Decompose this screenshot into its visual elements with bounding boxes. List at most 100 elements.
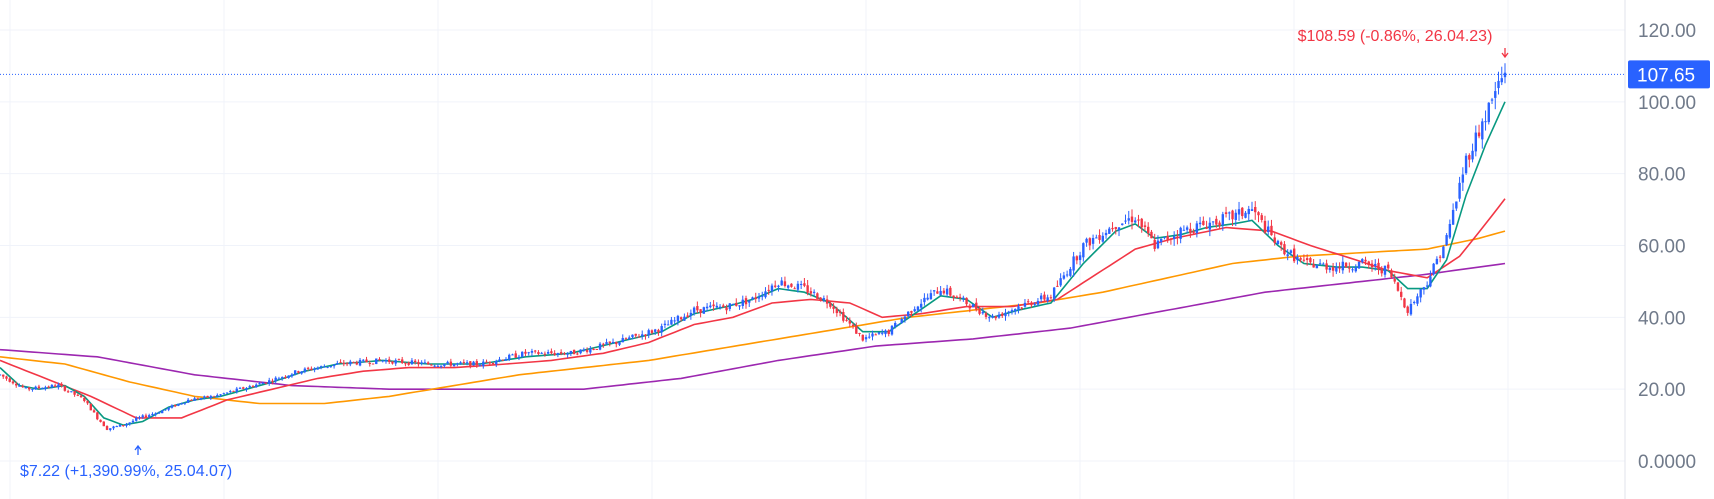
candle-body (1215, 218, 1218, 225)
ma-short-line (0, 101, 1506, 426)
candle-body (319, 366, 323, 368)
candle-body (1367, 261, 1370, 265)
candle-body (663, 323, 667, 326)
candle-body (1017, 306, 1020, 310)
candle-body (1198, 222, 1202, 225)
candle-body (1309, 258, 1312, 263)
candle-body (1481, 121, 1484, 140)
candle-body (842, 312, 845, 321)
candle-body (1305, 258, 1309, 261)
candle-body (1490, 99, 1494, 101)
candle-body (258, 383, 261, 385)
candle-body (1231, 210, 1234, 220)
candle-body (903, 316, 907, 320)
y-tick-label: 60.00 (1638, 237, 1686, 258)
candle-body (268, 380, 271, 384)
candle-body (459, 362, 462, 364)
candle-body (0, 374, 2, 376)
candle-body (1234, 212, 1237, 220)
candle-body (66, 391, 70, 393)
candle-body (261, 382, 264, 384)
candle-body (1419, 289, 1422, 298)
candle-body (1425, 285, 1429, 287)
candle-body (731, 304, 735, 306)
candle-body (352, 361, 355, 363)
candle-body (1468, 155, 1471, 160)
candle-body (1416, 296, 1419, 304)
candle-body (692, 307, 696, 313)
candle-body (60, 383, 63, 387)
candle-body (1228, 212, 1231, 214)
candle-body (1023, 302, 1027, 307)
candle-body (569, 350, 573, 354)
candle-body (1075, 256, 1079, 261)
candle-body (167, 407, 170, 410)
candle-body (413, 360, 417, 363)
candle-body (1052, 287, 1056, 299)
candle-body (1435, 258, 1439, 265)
current-price-tag (1628, 60, 1710, 89)
candle-body (722, 305, 725, 308)
candle-body (391, 361, 394, 364)
candle-body (5, 376, 8, 379)
candle-body (1270, 225, 1273, 236)
candle-body (251, 386, 255, 388)
candle-body (780, 280, 783, 286)
y-tick-label: 120.00 (1638, 21, 1696, 42)
candle-body (2, 374, 5, 377)
candle-body (439, 365, 443, 367)
high-arrow-icon (1501, 48, 1509, 59)
candle-body (592, 349, 595, 351)
candle-body (1062, 275, 1066, 279)
candle-body (313, 368, 316, 370)
candle-body (809, 291, 813, 294)
candle-body (975, 302, 978, 310)
candle-body (984, 313, 988, 317)
candle-body (1299, 258, 1302, 260)
candle-body (874, 334, 877, 336)
candle-body (1156, 240, 1160, 249)
candle-body (579, 349, 582, 354)
candle-body (1257, 212, 1260, 216)
candle-body (358, 359, 362, 366)
candle-body (1260, 215, 1263, 220)
candle-body (845, 319, 848, 321)
candle-body (598, 343, 602, 350)
candle-body (287, 375, 290, 378)
candle-body (135, 417, 138, 421)
candle-body (1471, 150, 1474, 160)
candle-body (109, 428, 112, 430)
candle-body (1409, 303, 1413, 315)
candle-body (582, 349, 586, 351)
candle-body (371, 363, 375, 365)
candle-body (1043, 294, 1046, 300)
candle-body (611, 341, 615, 343)
candle-body (1163, 237, 1166, 239)
candle-body (86, 400, 89, 404)
candle-body (157, 412, 161, 414)
candle-body (511, 354, 514, 356)
candle-body (1393, 279, 1396, 282)
candle-body (877, 332, 881, 334)
candle-body (1380, 268, 1383, 274)
candle-body (1387, 264, 1390, 269)
high-annotation: $108.59 (-0.86%, 26.04.23) (1298, 28, 1493, 45)
candle-body (916, 306, 920, 311)
candle-body (1390, 270, 1393, 278)
candle-body (15, 383, 18, 386)
candle-body (449, 361, 453, 366)
candle-body (660, 326, 663, 333)
candle-body (705, 306, 709, 309)
candle-body (24, 387, 28, 389)
price-axis[interactable]: 120.00 100.00 80.00 60.00 40.00 20.00 0.0000 10… (1624, 0, 1710, 499)
candle-body (748, 300, 751, 303)
y-tick-label: 40.00 (1638, 308, 1686, 329)
candle-body (676, 315, 680, 322)
y-tick-label: 80.00 (1638, 165, 1686, 186)
candle-body (825, 299, 829, 304)
candle-body (994, 316, 997, 319)
candle-body (235, 388, 238, 392)
candle-body (553, 353, 556, 355)
